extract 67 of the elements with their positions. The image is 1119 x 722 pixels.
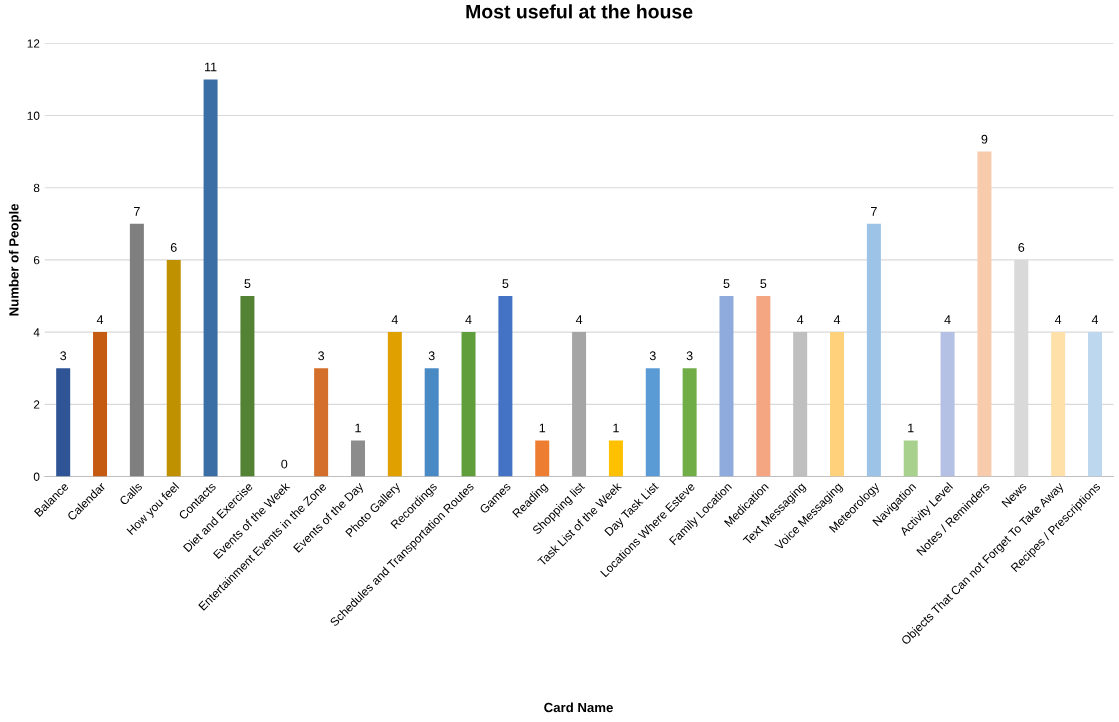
- data-label: 1: [539, 423, 546, 433]
- bar: [1087, 332, 1102, 477]
- data-label: 6: [1018, 243, 1025, 252]
- bar: [830, 332, 845, 477]
- bar: [166, 259, 181, 477]
- y-axis-title: Number of People: [8, 203, 22, 316]
- y-tick-label: 10: [27, 111, 40, 120]
- bar: [645, 368, 660, 477]
- data-label: 9: [981, 134, 988, 144]
- data-label: 3: [428, 351, 435, 361]
- data-label: 4: [465, 315, 472, 324]
- bar: [350, 440, 365, 477]
- data-label: 1: [908, 423, 914, 433]
- x-tick-label: Calls: [118, 481, 143, 506]
- bar: [424, 368, 439, 477]
- data-label: 3: [60, 351, 67, 361]
- bar: [203, 79, 218, 477]
- bar: [498, 296, 513, 477]
- data-label: 3: [686, 351, 693, 361]
- data-label: 0: [281, 459, 288, 469]
- bar: [903, 440, 918, 477]
- y-tick-label: 8: [33, 183, 40, 193]
- bar: [56, 368, 71, 477]
- data-label: 5: [723, 279, 730, 288]
- data-label: 5: [502, 279, 509, 288]
- y-tick-label: 2: [33, 400, 40, 409]
- bar: [977, 151, 992, 477]
- y-tick-label: 0: [33, 472, 40, 481]
- data-label: 4: [96, 315, 104, 324]
- data-label: 4: [833, 315, 841, 324]
- data-label: 7: [871, 207, 877, 216]
- data-label: 11: [205, 62, 217, 72]
- data-label: 4: [796, 315, 804, 324]
- data-label: 3: [649, 351, 656, 361]
- data-label: 4: [391, 315, 398, 324]
- bar: [535, 440, 550, 477]
- data-label: 5: [760, 279, 767, 288]
- data-label: 6: [170, 243, 177, 252]
- bar: [756, 296, 771, 477]
- bar: [93, 332, 108, 477]
- data-label: 4: [944, 315, 951, 324]
- y-tick-label: 12: [27, 39, 40, 48]
- bar: [608, 440, 623, 477]
- data-label: 4: [575, 315, 583, 324]
- bar: [129, 223, 144, 477]
- bar: [240, 296, 255, 477]
- data-label: 1: [613, 423, 619, 433]
- bar: [461, 332, 476, 477]
- bar: [572, 332, 587, 477]
- bar: [793, 332, 808, 477]
- data-label: 1: [355, 423, 361, 433]
- data-label: 5: [244, 279, 251, 288]
- bar: [866, 223, 881, 477]
- bar: [940, 332, 955, 477]
- y-tick-label: 4: [33, 328, 40, 337]
- data-label: 4: [1091, 315, 1099, 324]
- bar: [682, 368, 697, 477]
- data-label: 4: [1054, 315, 1062, 324]
- bar: [719, 296, 734, 477]
- bar: [314, 368, 329, 477]
- y-tick-label: 6: [33, 255, 40, 265]
- x-axis-title: Card Name: [544, 702, 613, 713]
- bar: [1051, 332, 1066, 477]
- bar: [387, 332, 402, 477]
- chart-title: Most useful at the house: [466, 4, 693, 19]
- data-label: 7: [134, 207, 140, 216]
- data-label: 3: [318, 351, 325, 361]
